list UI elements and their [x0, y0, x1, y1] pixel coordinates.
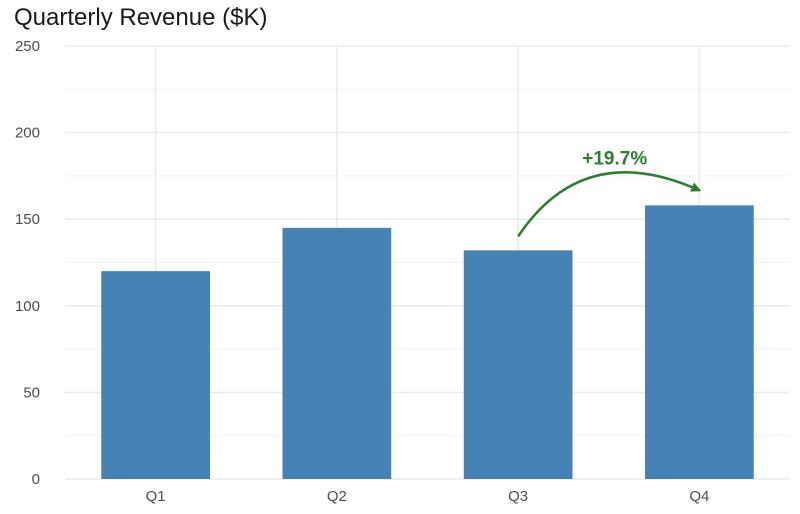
growth-label: +19.7% — [582, 148, 647, 169]
axes: 0 50 100 150 200 250 Q1 Q2 Q3 Q4 — [15, 38, 709, 505]
annotation: +19.7% — [517, 148, 702, 238]
growth-arrow — [517, 171, 702, 238]
y-tick-label: 150 — [15, 211, 40, 228]
bars — [101, 205, 754, 479]
bar-q4 — [645, 205, 754, 479]
x-tick-label: Q4 — [689, 488, 709, 505]
bar-q1 — [101, 271, 210, 479]
y-tick-label: 100 — [15, 298, 40, 315]
y-tick-label: 200 — [15, 125, 40, 142]
y-tick-label: 250 — [15, 38, 40, 55]
x-tick-label: Q3 — [508, 488, 528, 505]
y-tick-label: 0 — [32, 471, 40, 488]
bar-q3 — [463, 250, 573, 479]
x-tick-label: Q2 — [327, 488, 347, 505]
bar-q2 — [282, 227, 392, 479]
x-tick-label: Q1 — [146, 488, 166, 505]
y-tick-label: 50 — [23, 384, 40, 401]
chart-title: Quarterly Revenue ($K) — [14, 4, 268, 31]
